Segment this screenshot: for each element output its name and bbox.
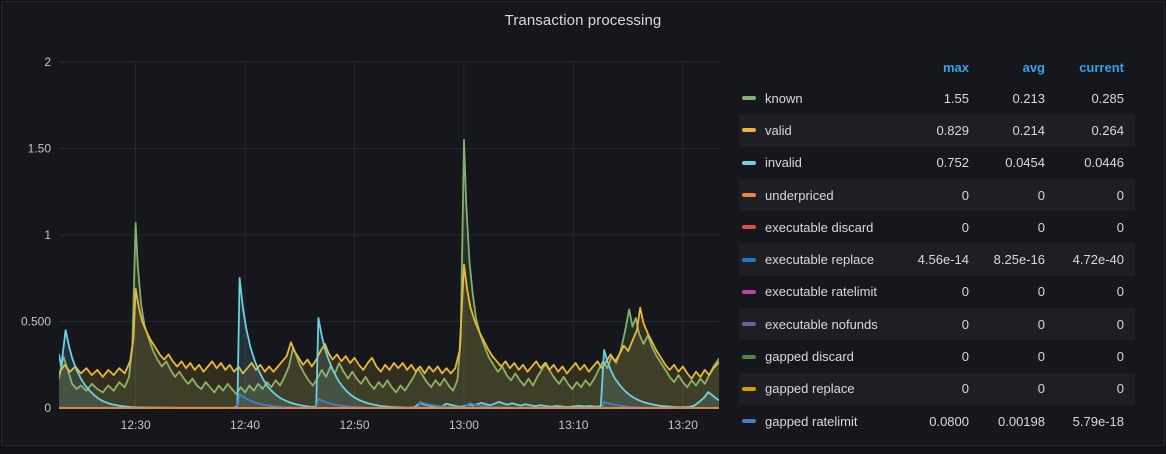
series-avg-value: 0.214: [1012, 122, 1045, 138]
series-color-swatch[interactable]: [742, 193, 756, 198]
series-max-value: 0: [961, 381, 969, 397]
x-axis-tick-label: 13:20: [668, 418, 698, 432]
series-name-label[interactable]: valid: [765, 122, 792, 138]
series-avg-value: 0.00198: [998, 413, 1045, 429]
series-max-value: 1.55: [943, 90, 969, 106]
series-name-label[interactable]: underpriced: [765, 187, 834, 203]
series-name-label[interactable]: known: [765, 90, 803, 106]
series-current-value: 4.72e-40: [1072, 252, 1124, 268]
series-line-known: [59, 138, 719, 396]
series-name-label[interactable]: invalid: [765, 155, 802, 171]
y-axis-tick-label: 0.500: [21, 315, 51, 329]
series-current-value: 0.285: [1091, 90, 1124, 106]
series-max-value: 0.829: [936, 122, 969, 138]
series-current-value: 0: [1116, 284, 1124, 300]
series-color-swatch[interactable]: [742, 257, 756, 262]
series-color-swatch[interactable]: [742, 386, 756, 391]
legend-column-current[interactable]: current: [1079, 60, 1124, 75]
series-area-known: [59, 139, 719, 409]
legend-row: known 1.55 0.213 0.285: [739, 82, 1135, 114]
series-color-swatch[interactable]: [742, 128, 756, 133]
chart-series-group: [59, 138, 719, 409]
legend-row: gapped ratelimit 0.0800 0.00198 5.79e-18: [739, 405, 1135, 437]
series-area-valid: [59, 264, 719, 408]
y-axis-tick-label: 2: [44, 55, 51, 69]
series-name-label[interactable]: gapped ratelimit: [765, 413, 858, 429]
legend-row: executable nofunds 0 0 0: [739, 308, 1135, 340]
series-color-swatch[interactable]: [742, 289, 756, 294]
panel-transaction-processing: Transaction processing 0 0.500 1 1.50 2 12:30…: [1, 1, 1165, 446]
series-color-swatch[interactable]: [742, 419, 756, 424]
series-color-swatch[interactable]: [742, 225, 756, 230]
legend-row: executable replace 4.56e-14 8.25e-16 4.7…: [739, 243, 1135, 275]
y-axis-tick-label: 0: [44, 401, 51, 415]
panel-title[interactable]: Transaction processing: [504, 12, 662, 29]
series-avg-value: 0: [1037, 219, 1045, 235]
y-axis-tick-label: 1: [44, 228, 51, 242]
series-color-swatch[interactable]: [742, 160, 756, 165]
series-current-value: 0.0446: [1084, 155, 1124, 171]
series-current-value: 0.264: [1091, 122, 1124, 138]
legend-row: executable ratelimit 0 0 0: [739, 276, 1135, 308]
series-avg-value: 0: [1037, 187, 1045, 203]
chart-area[interactable]: 0 0.500 1 1.50 2 12:30 12:40 12:50 13:00 13:10 13:…: [2, 2, 732, 449]
series-max-value: 0.752: [936, 155, 969, 171]
series-max-value: 0: [961, 284, 969, 300]
series-name-label[interactable]: executable replace: [765, 252, 875, 268]
series-avg-value: 0.0454: [1005, 155, 1045, 171]
legend-row: gapped replace 0 0 0: [739, 373, 1135, 405]
series-avg-value: 0: [1037, 316, 1045, 332]
series-current-value: 0: [1116, 316, 1124, 332]
chart-grid: 0 0.500 1 1.50 2 12:30 12:40 12:50 13:00 13:10 13:…: [21, 55, 719, 432]
legend-column-max[interactable]: max: [942, 60, 969, 75]
series-max-value: 0: [961, 316, 969, 332]
legend-row: underpriced 0 0 0: [739, 179, 1135, 211]
legend-rows: known 1.55 0.213 0.285 valid 0.829 0.214…: [739, 82, 1135, 437]
series-avg-value: 8.25e-16: [993, 252, 1045, 268]
series-avg-value: 0: [1037, 284, 1045, 300]
legend-row: valid 0.829 0.214 0.264: [739, 114, 1135, 146]
legend-row: gapped discard 0 0 0: [739, 340, 1135, 372]
series-current-value: 5.79e-18: [1072, 413, 1124, 429]
series-name-label[interactable]: executable discard: [765, 219, 874, 235]
legend-row: executable discard 0 0 0: [739, 211, 1135, 243]
series-name-label[interactable]: executable nofunds: [765, 316, 878, 332]
series-avg-value: 0.213: [1012, 90, 1045, 106]
series-max-value: 0.0800: [929, 413, 969, 429]
series-line-valid: [59, 263, 719, 380]
y-axis-tick-label: 1.50: [28, 142, 52, 156]
series-current-value: 0: [1116, 219, 1124, 235]
series-max-value: 0: [961, 219, 969, 235]
x-axis-tick-label: 13:00: [449, 418, 479, 432]
series-line-gapped-ratelimit: [59, 393, 719, 409]
series-color-swatch[interactable]: [742, 322, 756, 327]
chart-svg[interactable]: 0 0.500 1 1.50 2 12:30 12:40 12:50 13:00 13:10 13:…: [2, 2, 732, 449]
series-current-value: 0: [1116, 349, 1124, 365]
series-max-value: 0: [961, 349, 969, 365]
legend-header: max avg current: [739, 53, 1135, 82]
series-color-swatch[interactable]: [742, 354, 756, 359]
legend-row: invalid 0.752 0.0454 0.0446: [739, 147, 1135, 179]
x-axis-tick-label: 13:10: [558, 418, 588, 432]
x-axis-tick-label: 12:50: [340, 418, 370, 432]
series-name-label[interactable]: gapped discard: [765, 349, 854, 365]
series-name-label[interactable]: gapped replace: [765, 381, 855, 397]
series-avg-value: 0: [1037, 349, 1045, 365]
series-current-value: 0: [1116, 381, 1124, 397]
series-color-swatch[interactable]: [742, 96, 756, 101]
series-max-value: 0: [961, 187, 969, 203]
series-name-label[interactable]: executable ratelimit: [765, 284, 877, 300]
x-axis-tick-label: 12:30: [121, 418, 151, 432]
legend-table: max avg current known 1.55 0.213 0.285 v…: [739, 53, 1135, 437]
x-axis-tick-label: 12:40: [230, 418, 260, 432]
legend-column-avg[interactable]: avg: [1022, 60, 1045, 75]
series-current-value: 0: [1116, 187, 1124, 203]
series-max-value: 4.56e-14: [917, 252, 969, 268]
series-avg-value: 0: [1037, 381, 1045, 397]
